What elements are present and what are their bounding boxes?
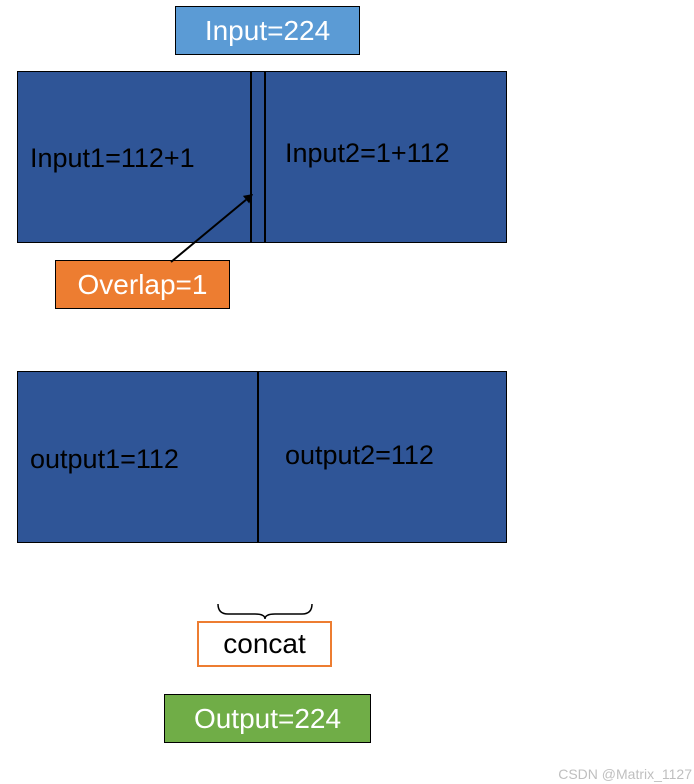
inputs-divider-right [264, 71, 266, 243]
output1-label: output1=112 [30, 444, 179, 475]
concat-tag-box: concat [197, 621, 332, 667]
input-header-box: Input=224 [175, 6, 360, 55]
output2-label-text: output2=112 [285, 440, 434, 471]
output1-label-text: output1=112 [30, 444, 179, 475]
input2-label-text: Input2=1+112 [285, 138, 450, 169]
output2-label: output2=112 [285, 440, 434, 471]
input-header-text: Input=224 [205, 15, 330, 47]
inputs-divider-left [250, 71, 252, 243]
input1-label: Input1=112+1 [30, 143, 195, 174]
concat-tag-text: concat [223, 628, 306, 660]
overlap-tag-box: Overlap=1 [55, 260, 230, 309]
output-footer-text: Output=224 [194, 703, 341, 735]
outputs-divider [257, 371, 259, 543]
input1-label-text: Input1=112+1 [30, 143, 195, 174]
output-footer-box: Output=224 [164, 694, 371, 743]
overlap-tag-text: Overlap=1 [78, 269, 208, 301]
input2-label: Input2=1+112 [285, 138, 450, 169]
watermark: CSDN @Matrix_1127 [558, 766, 692, 782]
watermark-text: CSDN @Matrix_1127 [558, 766, 692, 782]
